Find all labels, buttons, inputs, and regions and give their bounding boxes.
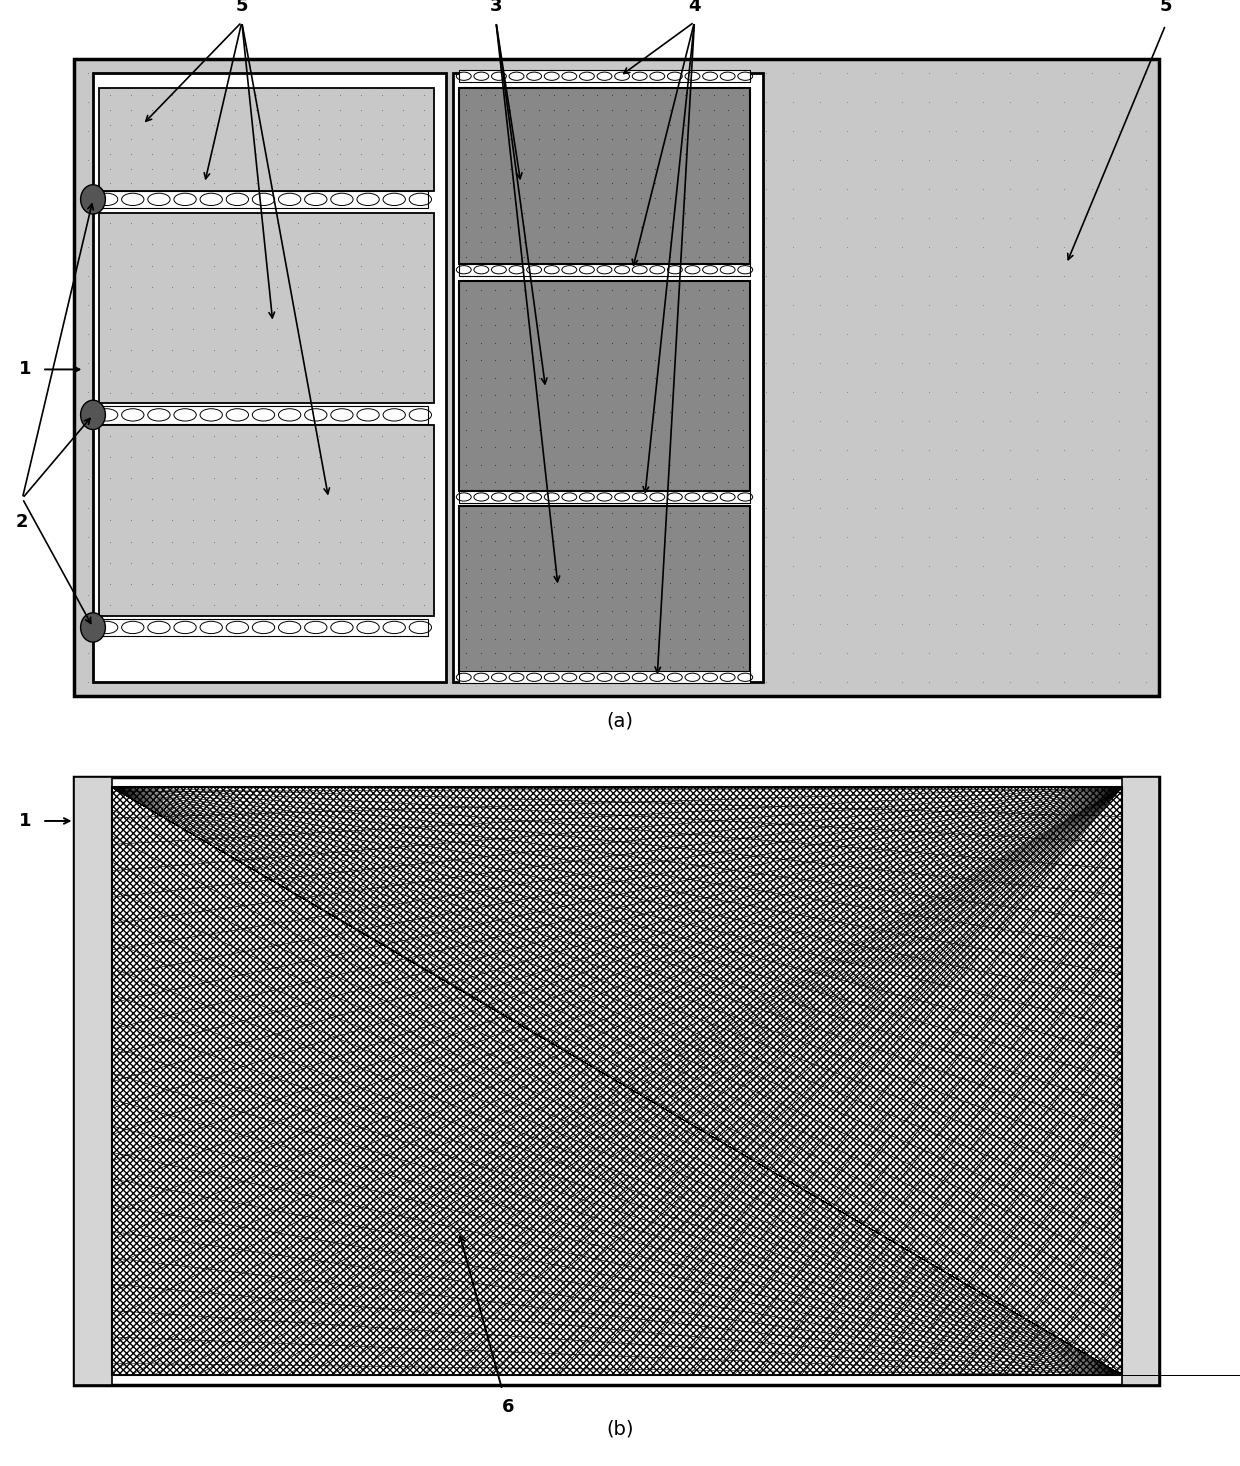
Text: (b): (b) <box>606 1421 634 1438</box>
Bar <box>99 191 428 208</box>
Bar <box>99 213 434 403</box>
Circle shape <box>81 400 105 430</box>
Text: 4: 4 <box>688 0 701 15</box>
Bar <box>459 281 750 491</box>
Text: 2: 2 <box>16 513 29 531</box>
Bar <box>74 777 112 1385</box>
Bar <box>459 671 750 683</box>
Bar <box>99 406 428 424</box>
Text: 6: 6 <box>502 1399 515 1416</box>
Text: 1: 1 <box>19 812 31 830</box>
Circle shape <box>81 185 105 214</box>
Bar <box>459 70 750 82</box>
Text: 5: 5 <box>236 0 248 15</box>
Text: 3: 3 <box>490 0 502 15</box>
Bar <box>459 491 750 503</box>
Bar <box>459 88 750 264</box>
Bar <box>74 59 1159 696</box>
Bar <box>112 787 1122 1375</box>
Bar <box>74 777 1159 1385</box>
Bar <box>99 619 428 636</box>
Bar <box>99 88 434 191</box>
Bar <box>93 73 446 682</box>
Bar <box>453 73 763 682</box>
Bar <box>99 425 434 616</box>
Text: 5: 5 <box>1159 0 1172 15</box>
Bar <box>112 787 1122 1375</box>
Bar <box>1122 777 1159 1385</box>
Bar <box>459 506 750 674</box>
Text: 1: 1 <box>19 361 31 378</box>
Circle shape <box>81 613 105 642</box>
Text: (a): (a) <box>606 712 634 730</box>
Bar <box>459 264 750 276</box>
